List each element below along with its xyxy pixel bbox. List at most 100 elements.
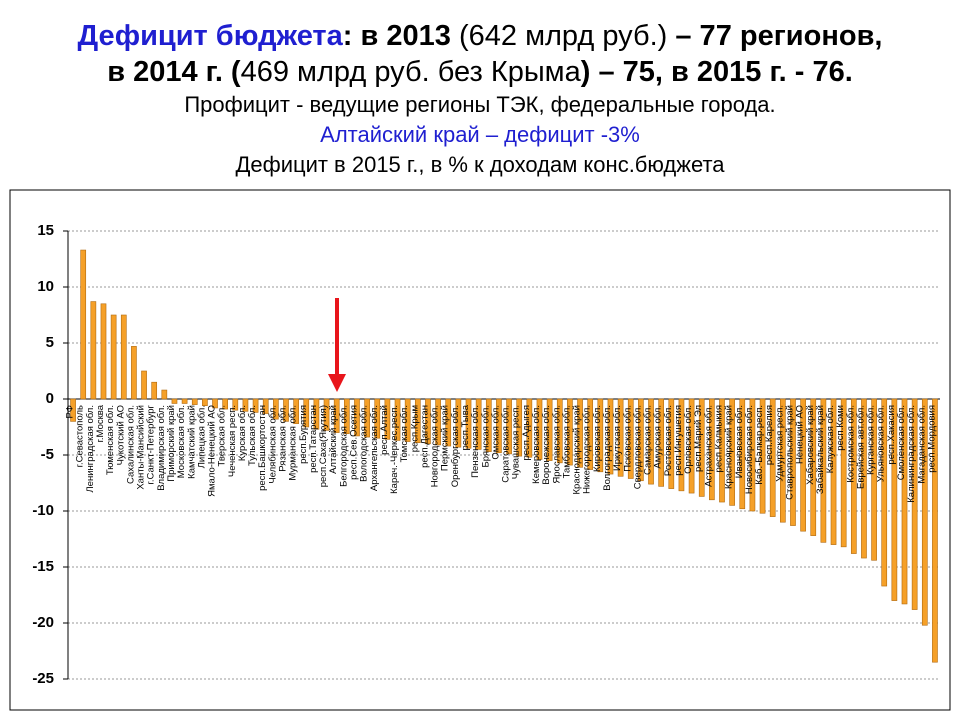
bar bbox=[455, 398, 462, 448]
x-tick-label: Белгородская обл. bbox=[338, 405, 349, 487]
bar bbox=[729, 398, 735, 506]
chart-frame bbox=[9, 189, 951, 711]
bar bbox=[394, 398, 401, 441]
bar bbox=[516, 398, 523, 457]
x-tick-label: респ.Коми bbox=[835, 405, 846, 451]
title-line: Дефицит бюджета: в 2013 (642 млрд руб.) … bbox=[0, 18, 960, 54]
bar bbox=[313, 398, 320, 430]
x-tick-label: респ.Марий Эл bbox=[693, 405, 704, 472]
x-tick-label: Ямало-Ненецкий АО bbox=[207, 405, 218, 497]
y-tick-label: -10 bbox=[32, 502, 54, 519]
bar bbox=[840, 398, 847, 548]
bar bbox=[242, 398, 249, 412]
x-tick-label: г.Севастополь bbox=[75, 405, 86, 467]
bar bbox=[384, 398, 391, 440]
x-tick-label: Калужская обл. bbox=[825, 405, 836, 473]
bar bbox=[881, 398, 888, 587]
title-segment: : в 2013 bbox=[342, 20, 451, 52]
y-tick-label: 10 bbox=[37, 278, 54, 295]
x-tick-label: Мурманская обл. bbox=[288, 405, 299, 481]
bar bbox=[374, 398, 381, 439]
x-tick-label: респ.Бурятия bbox=[298, 405, 309, 464]
x-tick-label: Пермский край bbox=[440, 405, 451, 471]
bar bbox=[141, 370, 147, 400]
x-tick-label: респ.Крым bbox=[409, 405, 420, 452]
x-tick-label: респ.Калмыкия bbox=[714, 405, 725, 472]
bar bbox=[688, 398, 695, 494]
bar bbox=[475, 398, 482, 450]
x-tick-label: Камчатский край bbox=[186, 405, 197, 479]
bar bbox=[617, 398, 624, 477]
x-tick-label: Брянская обл. bbox=[480, 405, 491, 467]
title-segment: – 77 регионов, bbox=[675, 20, 883, 52]
bar bbox=[496, 398, 502, 454]
bar bbox=[151, 381, 158, 400]
x-tick-label: респ.Адыгея bbox=[521, 405, 532, 461]
bar bbox=[293, 398, 299, 424]
x-tick-label: Иркутская обл. bbox=[612, 405, 623, 471]
bar bbox=[70, 398, 76, 422]
bar bbox=[80, 249, 87, 400]
x-tick-label: респ.Хакасия bbox=[886, 405, 897, 465]
x-tick-label: Забайкальский край bbox=[815, 405, 826, 494]
bar bbox=[485, 398, 492, 452]
x-tick-label: Рязанская обл. bbox=[278, 405, 289, 472]
x-tick-label: Пензенская обл. bbox=[470, 405, 481, 478]
x-tick-label: Чувашская респ. bbox=[511, 405, 522, 479]
bar bbox=[678, 398, 685, 492]
x-tick-label: Магаданская обл. bbox=[916, 405, 927, 484]
x-tick-label: респ.Мордовия bbox=[926, 405, 937, 473]
x-tick-label: Орловская обл. bbox=[683, 405, 694, 474]
x-tick-label: РФ bbox=[65, 405, 76, 418]
x-tick-label: респ.Сев.Осетия bbox=[348, 405, 359, 480]
x-tick-label: Нижегородская обл. bbox=[582, 405, 593, 494]
bar bbox=[597, 398, 604, 473]
bar bbox=[465, 398, 472, 449]
bar bbox=[445, 398, 452, 447]
title-segment: ) – 75, в 2015 г. - 76. bbox=[580, 56, 853, 88]
bar bbox=[120, 314, 127, 400]
x-tick-label: Самарская обл. bbox=[643, 405, 654, 475]
bar bbox=[425, 398, 431, 445]
x-tick-label: Челябинская обл. bbox=[267, 405, 278, 484]
bar bbox=[202, 398, 208, 407]
bar bbox=[232, 398, 239, 411]
bar bbox=[323, 398, 330, 431]
bar bbox=[283, 398, 289, 422]
x-tick-label: Архангельская обл. bbox=[369, 405, 380, 491]
bar bbox=[526, 398, 533, 458]
bar bbox=[648, 398, 654, 485]
bar bbox=[810, 398, 817, 536]
title-line: в 2014 г. (469 млрд руб. без Крыма) – 75… bbox=[0, 54, 960, 90]
bar bbox=[191, 398, 198, 405]
bar bbox=[556, 398, 563, 464]
bar bbox=[769, 398, 776, 517]
x-tick-label: Курская обл. bbox=[237, 405, 248, 461]
chart-title: Дефицит в 2015 г., в % к доходам конс.бю… bbox=[235, 152, 725, 177]
x-tick-label: Волгоградская обл. bbox=[602, 405, 613, 491]
x-tick-label: Томская обл. bbox=[399, 405, 410, 463]
x-tick-label: Чеченская респ. bbox=[227, 405, 238, 477]
bar bbox=[780, 398, 786, 523]
bar bbox=[181, 398, 188, 404]
bar bbox=[830, 398, 837, 545]
x-tick-label: Сахалинская обл. bbox=[125, 405, 136, 484]
y-tick-label: 5 bbox=[46, 334, 54, 351]
x-tick-label: Еврейская авт.обл. bbox=[855, 405, 866, 489]
x-tick-label: респ.Тыва bbox=[460, 404, 471, 450]
bar bbox=[344, 398, 350, 435]
x-tick-label: Ханты-Мансийский bbox=[136, 405, 147, 490]
x-tick-label: Саратовская обл. bbox=[501, 405, 512, 483]
x-tick-label: Ненецкий АО bbox=[795, 405, 806, 464]
bar bbox=[749, 398, 756, 512]
bar bbox=[861, 398, 867, 559]
bar bbox=[607, 398, 614, 475]
bar bbox=[587, 398, 594, 470]
x-tick-label: Смоленская обл. bbox=[896, 405, 907, 480]
x-tick-label: г.Санкт-Петербург bbox=[146, 404, 157, 484]
bar bbox=[820, 398, 827, 543]
x-tick-label: Алтайский край bbox=[328, 405, 339, 474]
y-tick-label: 0 bbox=[46, 390, 54, 407]
x-tick-label: респ.Башкортостан bbox=[257, 405, 268, 491]
